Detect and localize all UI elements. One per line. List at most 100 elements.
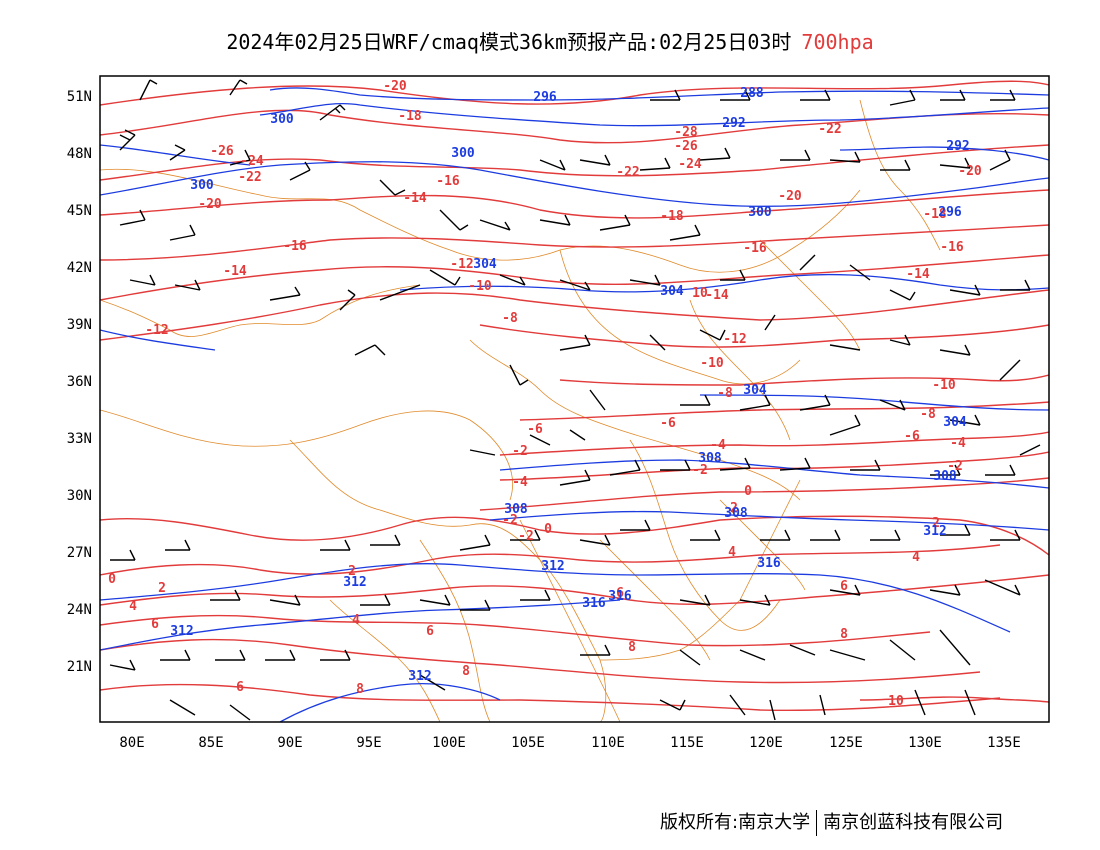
lat-label: 39N <box>67 317 92 333</box>
temp-label: -26 <box>674 139 698 154</box>
lat-label: 36N <box>67 374 92 390</box>
temp-label: 6 <box>616 586 624 601</box>
height-label: 296 <box>533 90 557 105</box>
height-label: 308 <box>698 451 722 466</box>
temp-label: 2 <box>730 501 738 516</box>
temp-label: -4 <box>950 436 966 451</box>
height-label: 304 <box>660 284 684 299</box>
temp-label: -26 <box>210 144 234 159</box>
temp-label: 2 <box>348 564 356 579</box>
height-label: 304 <box>743 383 767 398</box>
temp-label: -12 <box>145 323 168 338</box>
temp-label: -6 <box>527 422 543 437</box>
temp-label: 8 <box>356 682 364 697</box>
longitude-labels: 80E 85E 90E 95E 100E 105E 110E 115E 120E… <box>119 735 1021 751</box>
height-label: 300 <box>270 112 294 127</box>
temp-label: -2 <box>512 444 528 459</box>
temp-label: 2 <box>932 516 940 531</box>
temp-label: 0 <box>108 572 116 587</box>
temp-label: -2 <box>502 513 518 528</box>
lon-label: 120E <box>749 735 783 751</box>
temp-label: -16 <box>743 241 767 256</box>
height-label: 312 <box>541 559 564 574</box>
temp-label: -2 <box>518 529 534 544</box>
temp-label: -14 <box>906 267 930 282</box>
temp-label: -22 <box>616 165 639 180</box>
plot-frame <box>99 75 1050 723</box>
lat-label: 51N <box>67 89 92 105</box>
copyright-left: 版权所有:南京大学 <box>660 812 811 833</box>
height-label: 312 <box>408 669 431 684</box>
temp-label: -20 <box>383 79 407 94</box>
height-label: 300 <box>748 205 772 220</box>
lon-label: 125E <box>829 735 863 751</box>
temp-label: -18 <box>660 209 684 224</box>
height-label: 308 <box>504 502 528 517</box>
temp-label: -14 <box>705 288 729 303</box>
temp-label: 4 <box>129 599 137 614</box>
lon-label: 90E <box>277 735 302 751</box>
temp-label: -16 <box>283 239 307 254</box>
temp-label: 2 <box>158 581 166 596</box>
height-label: 316 <box>582 596 606 611</box>
temp-label: -8 <box>717 386 733 401</box>
lon-label: 100E <box>432 735 466 751</box>
chart-title: 2024年02月25日WRF/cmaq模式36km预报产品:02月25日03时 7… <box>0 26 1100 55</box>
lat-label: 24N <box>67 602 92 618</box>
height-label: 312 <box>923 524 946 539</box>
lon-label: 85E <box>198 735 223 751</box>
lat-label: 42N <box>67 260 92 276</box>
temp-label: -18 <box>923 207 947 222</box>
temp-label: -10 <box>932 378 956 393</box>
lon-label: 105E <box>511 735 545 751</box>
lon-label: 110E <box>591 735 625 751</box>
temp-label: 8 <box>840 627 848 642</box>
temp-label: 6 <box>236 680 244 695</box>
height-label: 312 <box>343 575 366 590</box>
temperature-contours <box>100 80 1049 712</box>
temp-label: 8 <box>628 640 636 655</box>
temp-label: -28 <box>674 125 698 140</box>
temp-label: -22 <box>818 122 841 137</box>
lat-label: 27N <box>67 545 92 561</box>
temp-label: 0 <box>744 484 752 499</box>
height-label: 300 <box>190 178 214 193</box>
height-label: 300 <box>451 146 475 161</box>
temp-label: -16 <box>436 174 460 189</box>
footer-divider <box>816 810 818 836</box>
temp-label: -24 <box>240 154 264 169</box>
temp-label: -2 <box>692 463 708 478</box>
lat-label: 45N <box>67 203 92 219</box>
temp-label: -6 <box>904 429 920 444</box>
lon-label: 115E <box>670 735 704 751</box>
height-label: 316 <box>608 589 632 604</box>
height-contours <box>100 87 1049 722</box>
temp-label: -4 <box>512 475 528 490</box>
height-label: 312 <box>170 624 193 639</box>
height-label: 304 <box>943 415 967 430</box>
lon-label: 130E <box>908 735 942 751</box>
temp-label: -6 <box>660 416 676 431</box>
temp-label: 4 <box>912 550 920 565</box>
lon-label: 135E <box>987 735 1021 751</box>
title-main: 2024年02月25日WRF/cmaq模式36km预报产品:02月25日03时 <box>226 30 792 54</box>
temp-label: 6 <box>426 624 434 639</box>
lat-label: 48N <box>67 146 92 162</box>
temperature-labels: -20 -18 -26 -24 -22 -20 -16 -14 -16 -14 … <box>108 79 982 709</box>
copyright-footer: 版权所有:南京大学 南京创蓝科技有限公司 <box>660 808 1003 836</box>
temp-label: -14 <box>223 264 247 279</box>
lat-label: 30N <box>67 488 92 504</box>
map-layers <box>100 79 1049 722</box>
height-label: 308 <box>933 469 957 484</box>
temp-label: -10 <box>700 356 724 371</box>
temp-label: 4 <box>728 545 736 560</box>
temp-label: -2 <box>947 459 963 474</box>
title-level: 700hpa <box>801 30 874 54</box>
temp-label: -12 <box>450 257 473 272</box>
height-label: 292 <box>722 116 745 131</box>
height-label: 308 <box>724 506 748 521</box>
temp-label: -22 <box>238 170 261 185</box>
temp-label: 6 <box>840 579 848 594</box>
lat-label: 33N <box>67 431 92 447</box>
